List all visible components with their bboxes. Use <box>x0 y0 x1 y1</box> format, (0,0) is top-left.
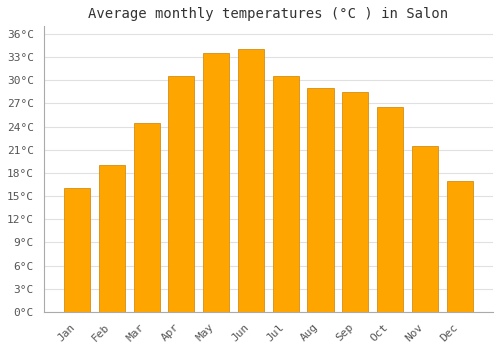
Bar <box>99 165 125 312</box>
Bar <box>412 146 438 312</box>
Bar <box>203 53 229 312</box>
Bar <box>134 123 160 312</box>
Bar <box>272 76 299 312</box>
Bar <box>168 76 194 312</box>
Bar <box>446 181 472 312</box>
Bar <box>238 49 264 312</box>
Bar <box>377 107 403 312</box>
Bar <box>64 188 90 312</box>
Bar <box>308 88 334 312</box>
Title: Average monthly temperatures (°C ) in Salon: Average monthly temperatures (°C ) in Sa… <box>88 7 448 21</box>
Bar <box>342 92 368 312</box>
